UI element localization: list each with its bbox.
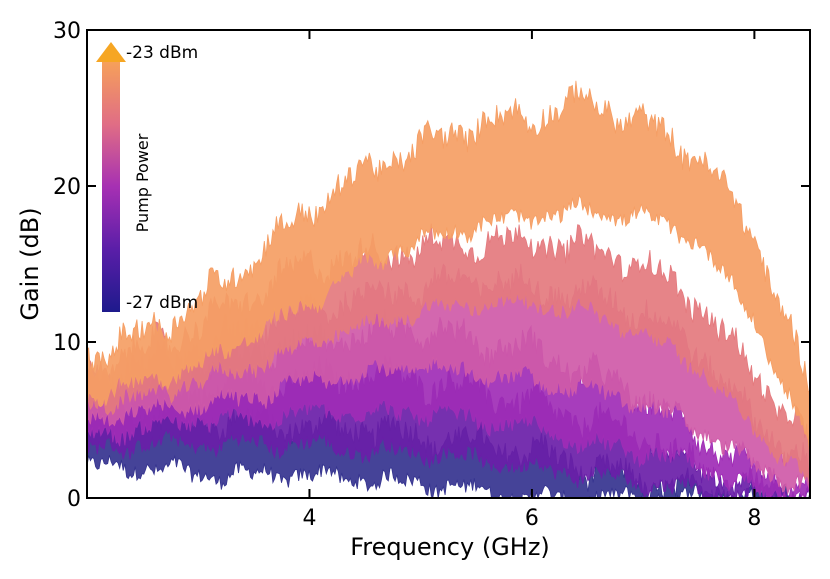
colorbar-top-label: -23 dBm: [126, 43, 198, 63]
x-tick-label: 6: [525, 506, 539, 531]
colorbar-bottom-label: -27 dBm: [126, 293, 198, 313]
y-tick-label: 10: [53, 331, 81, 356]
pump-power-colorbar: -23 dBm -27 dBm Pump Power: [96, 42, 198, 313]
x-axis-title: Frequency (GHz): [350, 533, 550, 561]
y-tick-label: 30: [53, 19, 81, 44]
colorbar-title: Pump Power: [133, 133, 152, 232]
x-tick-label: 4: [302, 506, 316, 531]
plot-frame: [86, 29, 811, 499]
gain-traces: [87, 80, 810, 498]
colorbar-arrow-icon: [96, 42, 126, 62]
y-tick-label: 0: [67, 487, 81, 512]
gain-trace-6: [87, 80, 810, 458]
axis-ticks: 4 6 8 0 10 20 30: [53, 19, 810, 531]
y-tick-label: 20: [53, 175, 81, 200]
x-tick-label: 8: [747, 506, 761, 531]
colorbar-gradient: [102, 62, 120, 312]
y-axis-title: Gain (dB): [16, 207, 44, 320]
